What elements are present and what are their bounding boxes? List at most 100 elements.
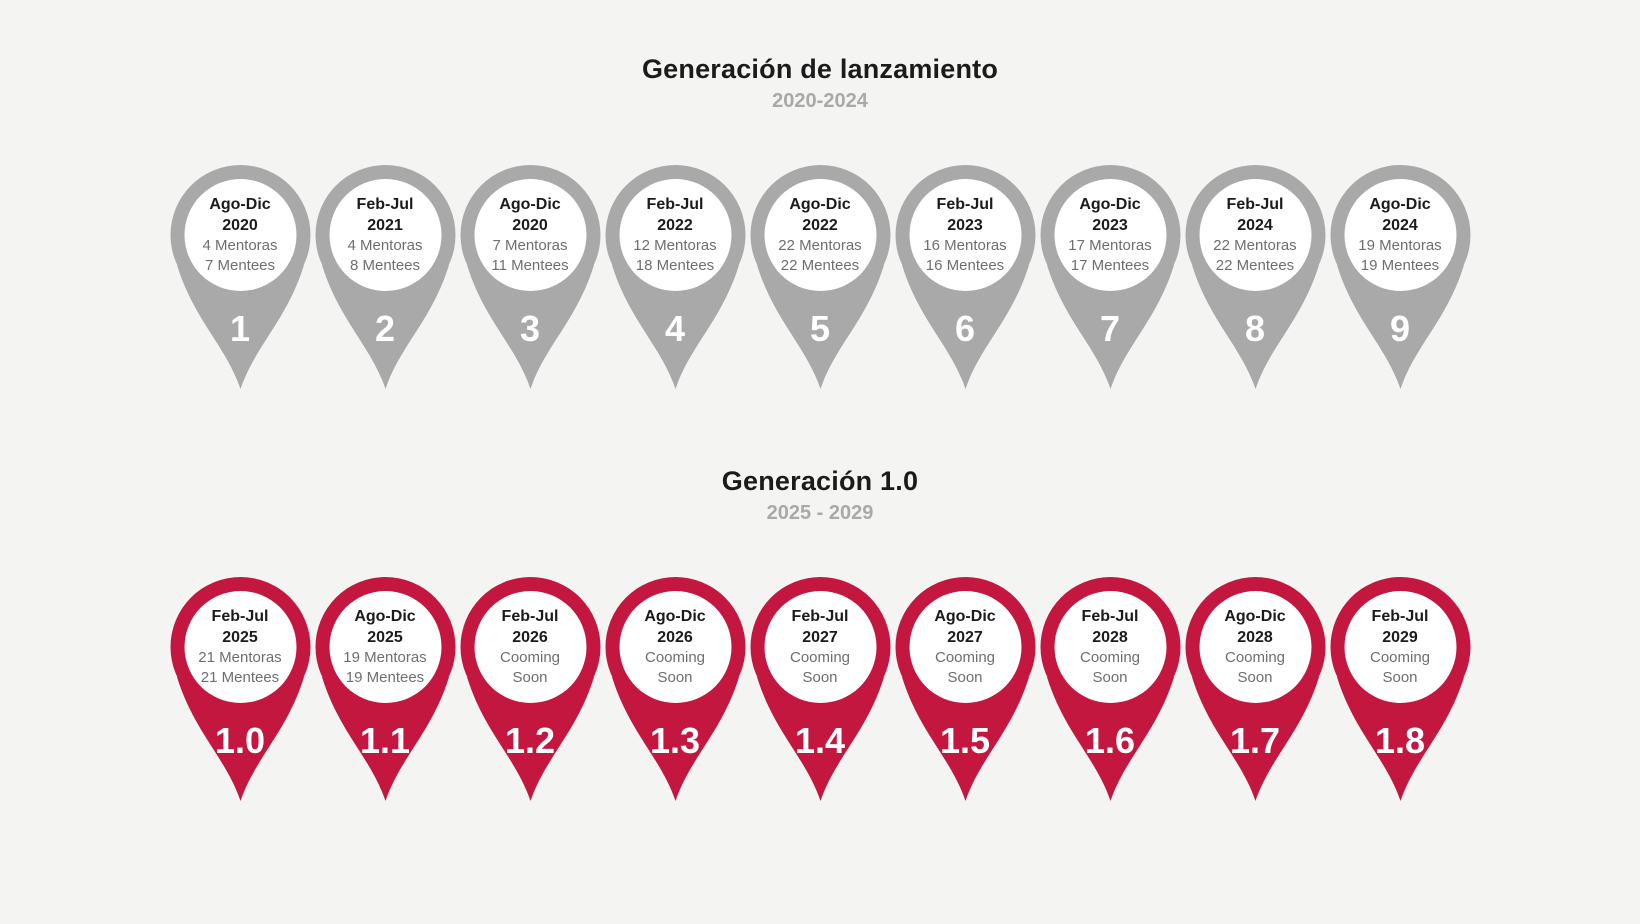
pin-detail-line2: Soon [1382, 669, 1418, 686]
pin-detail-line1: 17 Mentoras [1068, 236, 1152, 254]
pin-year: 2024 [1237, 216, 1273, 234]
map-pin-icon [605, 165, 745, 389]
pin-detail-line2: Soon [1092, 669, 1128, 686]
pin-year: 2027 [802, 628, 838, 646]
pin-label: Feb-Jul 2029 Cooming Soon [1345, 593, 1456, 701]
pin-label: Ago-Dic 2020 4 Mentoras 7 Mentees [185, 181, 296, 289]
pin-period: Ago-Dic [1079, 195, 1141, 213]
pin-number: 8 [1244, 308, 1266, 349]
pin-number: 5 [809, 308, 831, 349]
pin-detail-line1: Cooming [1079, 648, 1141, 666]
pin-detail-line1: 4 Mentoras [202, 236, 278, 254]
pin-detail-line2: Soon [512, 669, 548, 686]
pin-detail-line1: Cooming [789, 648, 851, 666]
pin-period: Feb-Jul [501, 607, 559, 625]
pin-number: 1.7 [1229, 720, 1281, 761]
pin-period: Ago-Dic [934, 607, 996, 625]
map-pin: Ago-Dic 2027 Cooming Soon 1.5 [893, 574, 1038, 804]
map-pin: Feb-Jul 2025 21 Mentoras 21 Mentees 1.0 [168, 574, 313, 804]
pin-detail-line2: 21 Mentees [200, 669, 280, 686]
map-pin: Ago-Dic 2028 Cooming Soon 1.7 [1183, 574, 1328, 804]
map-pin-icon [895, 165, 1035, 389]
pin-year: 2020 [512, 216, 548, 234]
map-pin: Feb-Jul 2023 16 Mentoras 16 Mentees 6 [893, 162, 1038, 392]
pin-year: 2024 [1382, 216, 1418, 234]
pin-detail-line2: 7 Mentees [204, 257, 276, 274]
pin-detail-line2: 11 Mentees [491, 257, 569, 274]
pin-year: 2021 [367, 216, 403, 234]
pins-row: Feb-Jul 2025 21 Mentoras 21 Mentees 1.0 … [0, 574, 1640, 804]
pin-detail-line1: 19 Mentoras [1358, 236, 1442, 254]
pin-period: Feb-Jul [936, 195, 994, 213]
pin-detail-line1: 19 Mentoras [343, 648, 427, 666]
map-pin-icon [460, 577, 600, 801]
pin-number: 1.8 [1374, 720, 1426, 761]
pin-year: 2025 [222, 628, 258, 646]
pin-detail-line1: 16 Mentoras [923, 236, 1007, 254]
map-pin-icon [750, 577, 890, 801]
pin-detail-line2: Soon [802, 669, 838, 686]
pin-label: Feb-Jul 2021 4 Mentoras 8 Mentees [330, 181, 441, 289]
pin-detail-line1: Cooming [934, 648, 996, 666]
pin-number: 2 [374, 308, 396, 349]
pin-year: 2020 [222, 216, 258, 234]
pin-detail-line2: Soon [947, 669, 983, 686]
pin-number: 1.6 [1084, 720, 1136, 761]
map-pin-icon [750, 165, 890, 389]
pin-detail-line2: 16 Mentees [925, 257, 1005, 274]
pin-year: 2023 [1092, 216, 1128, 234]
pin-label: Ago-Dic 2027 Cooming Soon [910, 593, 1021, 701]
section-generacion-de-lanzamiento: Generación de lanzamiento 2020-2024 Ago-… [0, 52, 1640, 392]
map-pin-icon [170, 577, 310, 801]
pin-number: 1.4 [794, 720, 846, 761]
pin-number: 1.2 [504, 720, 556, 761]
section-subtitle: 2020-2024 [772, 90, 868, 112]
pin-year: 2025 [367, 628, 403, 646]
pin-number: 3 [519, 308, 541, 349]
pin-label: Feb-Jul 2025 21 Mentoras 21 Mentees [185, 593, 296, 701]
pin-label: Feb-Jul 2022 12 Mentoras 18 Mentees [620, 181, 731, 289]
pin-period: Feb-Jul [211, 607, 269, 625]
pin-year: 2029 [1382, 628, 1418, 646]
pin-year: 2028 [1237, 628, 1273, 646]
section-subtitle: 2025 - 2029 [766, 502, 874, 524]
pin-detail-line1: 4 Mentoras [347, 236, 423, 254]
pin-detail-line1: 21 Mentoras [198, 648, 282, 666]
pin-year: 2023 [947, 216, 983, 234]
map-pin-icon [170, 165, 310, 389]
pin-year: 2022 [657, 216, 693, 234]
map-pin-icon [315, 577, 455, 801]
pin-detail-line1: Cooming [499, 648, 561, 666]
section-title: Generación de lanzamiento [641, 54, 999, 84]
pin-detail-line2: 8 Mentees [349, 257, 421, 274]
section-title: Generación 1.0 [721, 466, 919, 496]
pin-label: Ago-Dic 2020 7 Mentoras 11 Mentees [475, 181, 586, 289]
pin-number: 1.1 [359, 720, 411, 761]
pin-detail-line2: 18 Mentees [635, 257, 715, 274]
pin-period: Feb-Jul [1371, 607, 1429, 625]
pin-detail-line1: 7 Mentoras [492, 236, 568, 254]
pin-year: 2026 [657, 628, 693, 646]
map-pin: Ago-Dic 2023 17 Mentoras 17 Mentees 7 [1038, 162, 1183, 392]
map-pin: Feb-Jul 2029 Cooming Soon 1.8 [1328, 574, 1473, 804]
pin-period: Feb-Jul [791, 607, 849, 625]
pin-label: Feb-Jul 2027 Cooming Soon [765, 593, 876, 701]
pin-detail-line2: 22 Mentees [780, 257, 860, 274]
pin-detail-line1: Cooming [1369, 648, 1431, 666]
pin-label: Feb-Jul 2028 Cooming Soon [1055, 593, 1166, 701]
pin-label: Ago-Dic 2023 17 Mentoras 17 Mentees [1055, 181, 1166, 289]
map-pin: Feb-Jul 2026 Cooming Soon 1.2 [458, 574, 603, 804]
map-pin: Ago-Dic 2020 4 Mentoras 7 Mentees 1 [168, 162, 313, 392]
pin-period: Ago-Dic [1369, 195, 1431, 213]
pin-period: Feb-Jul [646, 195, 704, 213]
pin-number: 9 [1389, 308, 1411, 349]
map-pin: Feb-Jul 2024 22 Mentoras 22 Mentees 8 [1183, 162, 1328, 392]
pin-detail-line2: 17 Mentees [1070, 257, 1150, 274]
map-pin-icon [1185, 577, 1325, 801]
pin-label: Ago-Dic 2022 22 Mentoras 22 Mentees [765, 181, 876, 289]
pin-period: Feb-Jul [1081, 607, 1139, 625]
map-pin: Feb-Jul 2021 4 Mentoras 8 Mentees 2 [313, 162, 458, 392]
pin-number: 6 [954, 308, 976, 349]
map-pin-icon [1330, 577, 1470, 801]
pin-detail-line2: Soon [1237, 669, 1273, 686]
